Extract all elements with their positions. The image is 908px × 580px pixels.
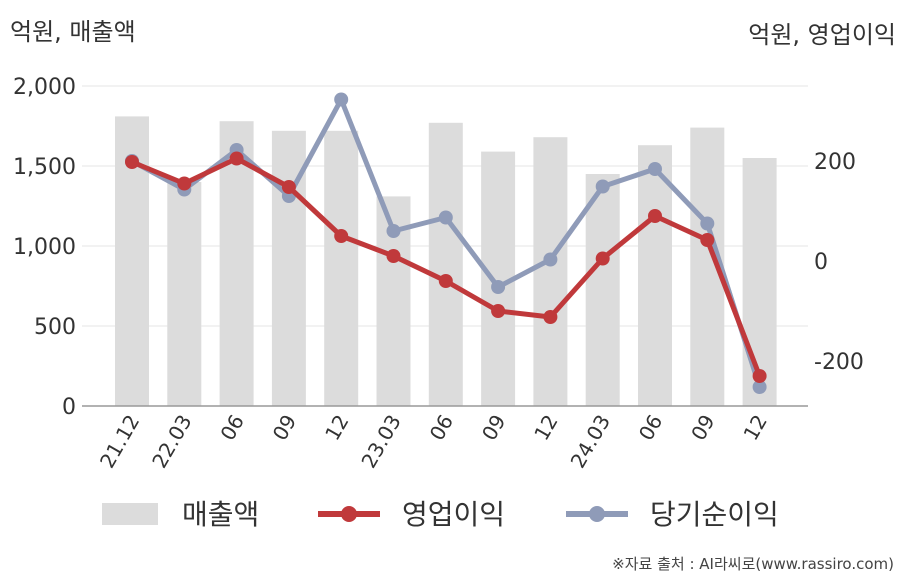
legend-swatch-revenue <box>102 503 158 525</box>
legend-label-operating-profit: 영업이익 <box>402 498 505 531</box>
bar <box>638 145 672 406</box>
source-note: ※자료 출처 : AI라씨로(www.rassiro.com) <box>612 555 894 573</box>
bar <box>533 137 568 406</box>
data-point <box>752 369 767 383</box>
bar <box>324 130 359 407</box>
legend-marker-net-income <box>589 506 605 522</box>
x-tick-label: 12 <box>529 411 563 445</box>
right-tick-label: 200 <box>814 150 856 175</box>
data-point <box>229 151 244 166</box>
x-tick-label: 24.03 <box>566 411 615 473</box>
bar-series-revenue <box>115 116 777 407</box>
x-tick-label: 09 <box>686 411 720 445</box>
left-axis-unit: 억원, 매출액 <box>10 18 136 46</box>
bar <box>742 158 777 406</box>
data-point <box>281 180 296 194</box>
data-point <box>334 92 349 107</box>
x-tick-label: 12 <box>320 411 354 445</box>
x-tick-label: 09 <box>477 410 511 444</box>
legend-marker-operating-profit <box>341 506 357 522</box>
bar <box>428 122 463 407</box>
x-tick-label: 06 <box>634 411 668 445</box>
data-point <box>177 176 192 191</box>
data-point <box>543 310 558 324</box>
data-point <box>334 229 349 243</box>
data-point <box>386 249 401 263</box>
right-axis-unit: 억원, 영업이익 <box>748 21 896 49</box>
data-point <box>491 304 506 318</box>
data-point <box>386 224 401 238</box>
line-series <box>125 92 767 394</box>
legend-label-revenue: 매출액 <box>182 498 259 531</box>
data-point <box>438 274 453 288</box>
legend: 매출액 영업이익 당기순이익 <box>102 498 779 531</box>
data-point <box>648 162 662 176</box>
data-point <box>438 210 453 225</box>
left-tick-label: 500 <box>34 315 76 340</box>
left-tick-label: 1,000 <box>13 235 76 260</box>
x-tick-label: 23.03 <box>356 411 405 473</box>
data-point <box>700 216 715 231</box>
bar <box>585 174 620 406</box>
bar <box>219 121 254 406</box>
data-point <box>543 252 558 267</box>
x-tick-label: 09 <box>268 411 302 445</box>
x-tick-label: 12 <box>738 411 772 445</box>
left-tick-label: 0 <box>62 395 76 420</box>
data-point <box>595 179 610 194</box>
data-point <box>595 251 610 266</box>
right-tick-label: -200 <box>814 350 864 375</box>
data-point <box>125 155 139 169</box>
bar <box>167 182 202 406</box>
right-tick-label: 0 <box>814 250 828 275</box>
data-point <box>648 209 662 223</box>
x-tick-label: 06 <box>215 411 249 445</box>
data-point <box>752 380 767 394</box>
x-tick-label: 21.12 <box>95 411 144 473</box>
x-tick-label: 22.03 <box>147 411 196 473</box>
left-tick-label: 1,500 <box>13 155 76 180</box>
x-tick-label: 06 <box>425 411 459 445</box>
left-tick-label: 2,000 <box>13 75 76 100</box>
data-point <box>491 280 506 294</box>
legend-label-net-income: 당기순이익 <box>650 498 779 531</box>
data-point <box>700 233 715 247</box>
